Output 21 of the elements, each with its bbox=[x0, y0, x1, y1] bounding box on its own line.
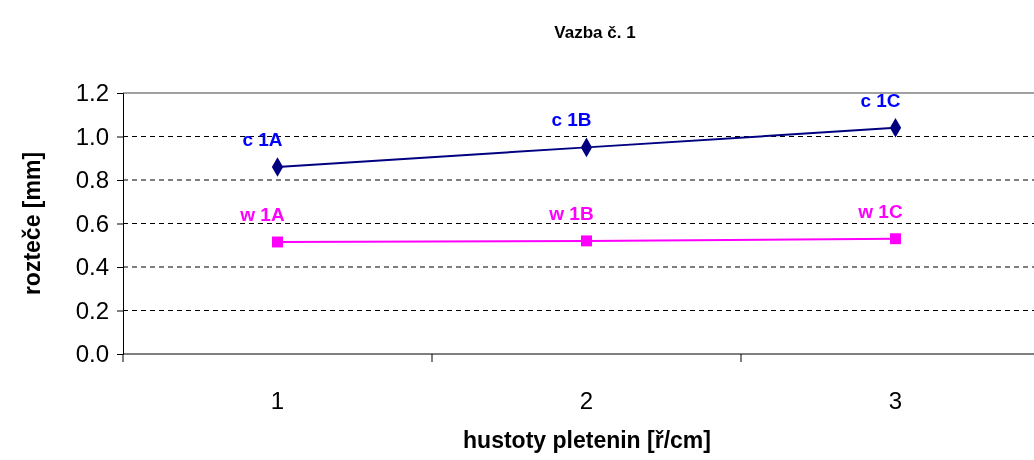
chart-title: Vazba č. 1 bbox=[554, 23, 636, 42]
y-axis-title: rozteče [mm] bbox=[19, 151, 45, 296]
y-tick-label: 0.8 bbox=[75, 166, 109, 194]
annotation: c 1B bbox=[551, 109, 592, 131]
y-tick-label: 1.2 bbox=[75, 79, 109, 107]
annotation: w 1C bbox=[857, 200, 903, 222]
x-tick-label: 3 bbox=[888, 387, 903, 414]
y-tick-label: 0.2 bbox=[75, 296, 109, 324]
annotation: w 1B bbox=[548, 202, 594, 224]
point bbox=[272, 236, 283, 248]
y-tick-label: 0.0 bbox=[75, 340, 109, 368]
x-axis-title: hustoty pletenin [ř/cm] bbox=[463, 427, 711, 453]
x-tick-label: 1 bbox=[270, 387, 285, 414]
y-tick-label: 0.6 bbox=[75, 209, 109, 237]
point bbox=[890, 233, 901, 245]
annotation: c 1C bbox=[860, 89, 901, 111]
x-tick-label: 2 bbox=[579, 387, 594, 414]
y-tick-label: 0.4 bbox=[75, 253, 109, 281]
annotation: w 1A bbox=[239, 203, 285, 225]
y-tick-label: 1.0 bbox=[75, 122, 109, 150]
point bbox=[581, 235, 592, 247]
